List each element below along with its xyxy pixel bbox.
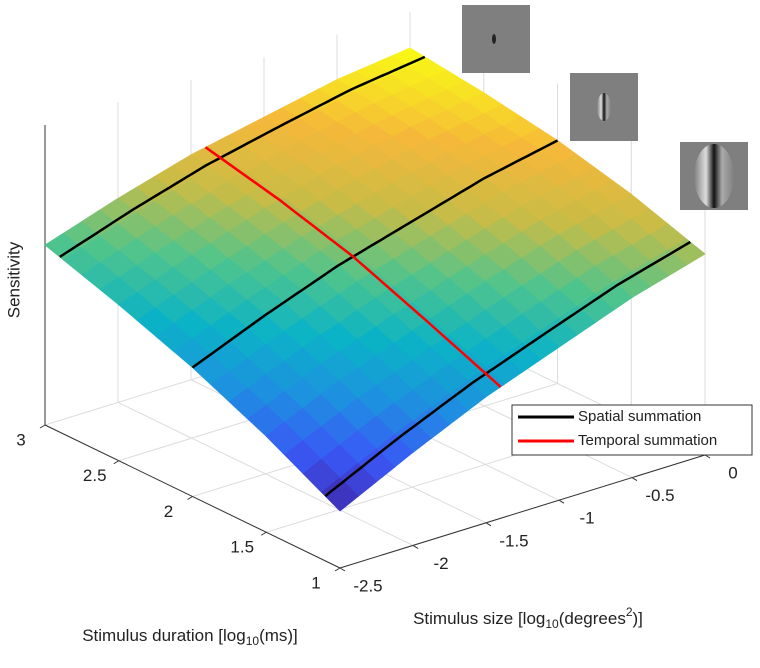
y-tick: [334, 567, 341, 572]
plot-area: -2.5 -2 -1.5 -1 -0.5 0 1 1.5 2 2.5 3: [16, 12, 738, 595]
stimulus-images: [462, 5, 748, 210]
x-tick-label: -0.5: [645, 486, 674, 505]
y-label-sub: 10: [246, 634, 260, 648]
y-tick-label: 2: [164, 502, 173, 521]
axis-line: [339, 454, 706, 569]
stimulus-large-blob: [694, 144, 734, 208]
x-tick: [485, 522, 492, 527]
stimulus-medium-blob: [597, 93, 611, 121]
x-axis-label: Stimulus size [log10(degrees2)]: [413, 605, 643, 631]
y-tick-label: 1: [311, 573, 320, 592]
y-label-part: (ms)]: [259, 626, 298, 645]
y-tick: [260, 531, 267, 536]
x-label-part: (degrees: [559, 609, 626, 628]
axis-line: [44, 424, 341, 569]
x-tick-label: -1.5: [499, 531, 528, 550]
x-tick: [631, 477, 638, 482]
y-label-part: Stimulus duration [log: [82, 626, 245, 645]
legend-box: [511, 404, 753, 456]
y-tick-label: 3: [16, 430, 25, 449]
y-tick-label: 1.5: [230, 538, 254, 557]
spatial-line: [324, 240, 691, 498]
y-tick-label: 2.5: [83, 466, 107, 485]
x-label-sub: 10: [545, 617, 559, 631]
x-tick-label: -2: [433, 554, 448, 573]
legend-label: Spatial summation: [578, 408, 701, 425]
y-tick: [187, 496, 193, 500]
legend: Spatial summation Temporal summation: [511, 404, 753, 456]
x-tick: [339, 567, 346, 572]
z-axis-label: Sensitivity: [4, 241, 23, 318]
stimulus-small-blob: [492, 34, 496, 44]
x-tick: [412, 544, 419, 549]
legend-label: Temporal summation: [578, 432, 717, 449]
y-tick: [113, 460, 120, 465]
x-tick-label: 0: [728, 463, 737, 482]
y-axis-label: Stimulus duration [log10(ms)]: [82, 626, 298, 648]
spatial-line: [191, 139, 559, 369]
x-label-part: )]: [633, 609, 643, 628]
surface-patch: [320, 477, 359, 512]
x-tick-label: -2.5: [353, 576, 382, 595]
x-label-sup: 2: [626, 605, 633, 619]
y-tick: [39, 424, 46, 429]
spatial-line: [59, 55, 426, 258]
x-label-part: Stimulus size [log: [413, 609, 545, 628]
temporal-line: [204, 146, 502, 388]
x-tick: [558, 499, 565, 504]
x-tick-label: -1: [579, 509, 594, 528]
